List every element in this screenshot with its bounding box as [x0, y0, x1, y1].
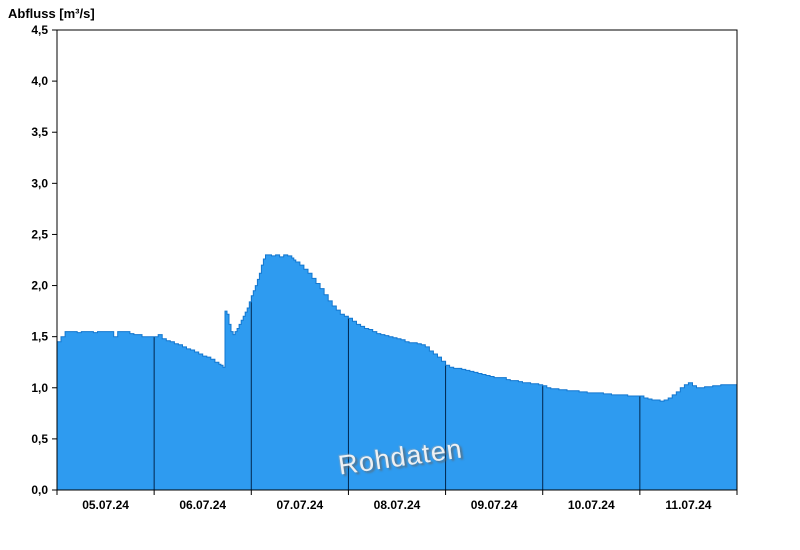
y-tick-label: 3,5 — [31, 125, 48, 139]
y-tick-label: 3,0 — [31, 176, 48, 190]
series-outline — [57, 254, 737, 402]
y-tick-label: 1,0 — [31, 381, 48, 395]
y-tick-label: 4,0 — [31, 74, 48, 88]
x-tick-label: 07.07.24 — [276, 498, 323, 512]
x-tick-label: 05.07.24 — [82, 498, 129, 512]
x-tick-label: 08.07.24 — [374, 498, 421, 512]
y-tick-label: 1,5 — [31, 330, 48, 344]
area-series — [57, 254, 737, 490]
chart-title: Abfluss [m³/s] — [8, 6, 95, 21]
plot-frame — [56, 29, 738, 491]
x-tick-label: 09.07.24 — [471, 498, 518, 512]
y-tick-label: 0,0 — [31, 483, 48, 497]
y-tick-label: 4,5 — [31, 23, 48, 37]
x-tick-label: 11.07.24 — [665, 498, 711, 512]
y-tick-label: 2,5 — [31, 227, 48, 241]
x-tick-label: 06.07.24 — [179, 498, 226, 512]
y-tick-label: 2,0 — [31, 279, 48, 293]
y-tick-label: 0,5 — [31, 432, 48, 446]
x-tick-label: 10.07.24 — [568, 498, 615, 512]
